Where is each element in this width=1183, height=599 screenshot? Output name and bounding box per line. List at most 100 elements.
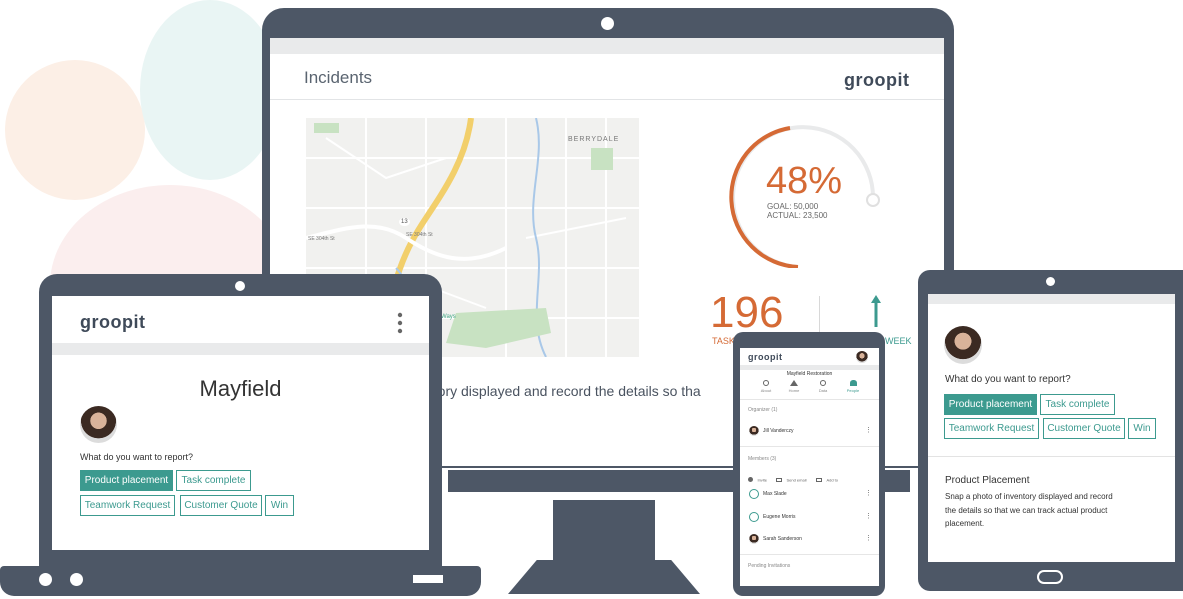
laptop-port <box>413 575 443 583</box>
add-to-action[interactable]: Add to <box>816 471 846 483</box>
add-to-icon <box>816 477 822 482</box>
monitor-caption: ntory displayed and record the details s… <box>426 383 701 399</box>
data-icon <box>820 380 826 386</box>
tablet-customer-quote-button[interactable]: Customer Quote <box>1043 418 1125 439</box>
phone-tab-divider <box>740 399 879 400</box>
win-button[interactable]: Win <box>265 495 294 516</box>
member-more-icon[interactable]: ⋮ <box>865 535 872 542</box>
gauge-actual: ACTUAL: 23,500 <box>767 211 828 220</box>
background-circle-peach <box>5 60 145 200</box>
member-avatar-icon <box>749 489 759 499</box>
laptop-camera <box>235 281 245 291</box>
map-label-route: 13 <box>399 218 410 226</box>
tablet-user-avatar <box>944 326 982 364</box>
product-placement-button[interactable]: Product placement <box>80 470 173 491</box>
send-email-action[interactable]: Send email <box>776 471 810 483</box>
member-name[interactable]: Sarah Sanderson <box>763 536 802 542</box>
teamwork-request-button[interactable]: Teamwork Request <box>80 495 175 516</box>
invite-action[interactable]: Invite <box>748 471 772 483</box>
add-to-label: Add to <box>826 477 839 483</box>
email-icon <box>776 477 782 482</box>
tab-about[interactable]: About <box>756 380 776 396</box>
tab-home-label: Home <box>788 388 800 393</box>
tablet-screen: What do you want to report? Product plac… <box>928 294 1175 562</box>
stat-divider <box>819 296 820 340</box>
laptop-header-bar <box>52 343 429 355</box>
phone-pending-divider <box>740 554 879 555</box>
member-more-icon[interactable]: ⋮ <box>865 513 872 520</box>
map-label-road2: SE 304th St <box>406 232 433 238</box>
laptop-screen: groopit Mayfield What do you want to rep… <box>52 296 429 550</box>
people-icon <box>849 380 857 386</box>
tablet-section-divider <box>928 456 1175 457</box>
pending-invitations: Pending Invitations <box>748 563 791 569</box>
invite-icon <box>748 477 753 483</box>
tablet-home-button[interactable] <box>1037 570 1063 584</box>
stat-label: TASK <box>712 336 735 346</box>
member-avatar <box>749 534 759 544</box>
tab-home[interactable]: Home <box>784 380 804 396</box>
phone-screen: groopit Mayfield Restoration About Home … <box>740 348 879 586</box>
member-avatar-icon <box>749 512 759 522</box>
progress-gauge <box>729 125 880 268</box>
tablet-report-question: What do you want to report? <box>945 374 1071 385</box>
phone-group-title: Mayfield Restoration <box>786 371 833 377</box>
task-complete-button[interactable]: Task complete <box>176 470 251 491</box>
tab-people[interactable]: People <box>842 380 864 396</box>
laptop-button-2 <box>70 573 83 586</box>
map-label-park: Ways <box>441 314 456 320</box>
monitor-stand-base <box>508 560 700 594</box>
stat-value: 196 <box>710 288 784 337</box>
organizer-more-icon[interactable]: ⋮ <box>865 427 872 434</box>
page-title: Incidents <box>304 68 373 87</box>
tablet-task-complete-button[interactable]: Task complete <box>1040 394 1115 415</box>
tablet-top-bar <box>928 294 1175 304</box>
customer-quote-button[interactable]: Customer Quote <box>180 495 262 516</box>
organizer-header: Organizer (1) <box>748 407 778 413</box>
laptop-logo[interactable]: groopit <box>80 312 146 332</box>
tablet-product-placement-button[interactable]: Product placement <box>944 394 1037 415</box>
monitor-stand-neck <box>553 500 655 568</box>
tablet-camera <box>1046 277 1055 286</box>
member-more-icon[interactable]: ⋮ <box>865 490 872 497</box>
product-placement-title: Product Placement <box>945 475 1030 486</box>
phone-section-divider <box>740 446 879 447</box>
monitor-top-bar <box>270 38 944 54</box>
header-divider <box>270 99 944 100</box>
group-title: Mayfield <box>199 376 282 401</box>
tablet-teamwork-request-button[interactable]: Teamwork Request <box>944 418 1039 439</box>
tab-about-label: About <box>760 388 772 393</box>
phone-logo[interactable]: groopit <box>748 352 783 362</box>
send-email-label: Send email <box>786 477 807 483</box>
week-label: WEEK <box>885 336 912 346</box>
gauge-percent: 48% <box>766 160 843 202</box>
monitor-logo[interactable]: groopit <box>844 70 910 90</box>
map-label-road1: SE 304th St <box>308 236 335 242</box>
more-vertical-icon[interactable] <box>396 312 404 334</box>
map-label-area: BERRYDALE <box>568 136 620 143</box>
tab-data-label: Data <box>818 388 828 393</box>
member-name[interactable]: Eugene Morris <box>763 514 796 520</box>
up-arrow-icon <box>870 293 882 329</box>
product-placement-description-line: Snap a photo of inventory displayed and … <box>945 492 1113 501</box>
report-question: What do you want to report? <box>80 452 194 462</box>
phone-header-bar <box>740 365 879 370</box>
home-icon <box>790 380 798 386</box>
tablet-win-button[interactable]: Win <box>1128 418 1156 439</box>
user-avatar <box>80 406 117 443</box>
member-name[interactable]: Max Slade <box>763 491 787 497</box>
product-placement-description-line: placement. <box>945 519 985 528</box>
organizer-name[interactable]: Jill Vanderczy <box>763 428 794 434</box>
organizer-avatar <box>749 426 759 436</box>
background-circle-mint <box>140 0 280 180</box>
product-placement-description-line: the details so that we can track actual … <box>945 506 1108 515</box>
tab-people-label: People <box>846 388 860 393</box>
phone-avatar[interactable] <box>856 351 868 363</box>
gauge-goal: GOAL: 50,000 <box>767 202 819 211</box>
members-header: Members (3) <box>748 456 777 462</box>
info-icon <box>763 380 769 386</box>
laptop-button-1 <box>39 573 52 586</box>
tab-data[interactable]: Data <box>813 380 833 396</box>
monitor-camera <box>601 17 614 30</box>
invite-label: Invite <box>757 477 768 483</box>
